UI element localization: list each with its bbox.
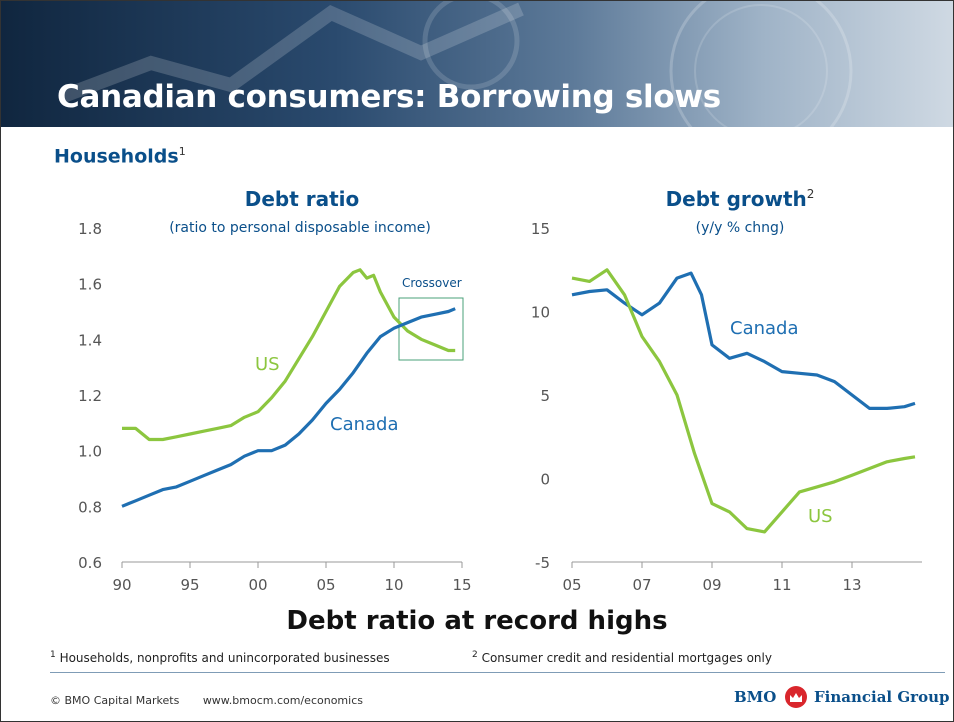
chart1-subtitle: (ratio to personal disposable income): [169, 220, 431, 236]
title-banner: Canadian consumers: Borrowing slows: [1, 1, 953, 127]
chart2-canada-label: Canada: [730, 318, 799, 339]
chart2-ytick-label: 15: [531, 220, 550, 238]
chart2-title-text: Debt growth: [666, 187, 807, 211]
chart1-canada-label: Canada: [330, 414, 399, 435]
chart1-ytick-label: 1.2: [78, 387, 102, 405]
footer-copyright: © BMO Capital Markets: [50, 694, 180, 707]
footnote-1-mark: 1: [50, 650, 56, 660]
chart1-ytick-label: 1.0: [78, 443, 102, 461]
logo-financial-group-text: Financial Group: [814, 688, 950, 706]
chart1-ytick-label: 0.8: [78, 498, 102, 516]
debt-ratio-chart: Debt ratio (ratio to personal disposable…: [78, 187, 471, 594]
chart1-ytick-label: 1.8: [78, 220, 102, 238]
chart2-ytick-label: 10: [531, 304, 550, 322]
chart1-xtick-label: 00: [248, 576, 267, 594]
chart1-xtick-label: 10: [384, 576, 403, 594]
chart1-canada-line: [121, 307, 456, 508]
banner-background-graphic: [58, 1, 853, 127]
chart2-canada-line: [571, 271, 916, 410]
bmo-roundel-icon: [785, 686, 807, 708]
footnote-1-text: Households, nonprofits and unincorporate…: [59, 651, 390, 665]
chart1-ytick-label: 1.6: [78, 276, 102, 294]
chart2-us-label: US: [808, 506, 833, 527]
slide-title: Canadian consumers: Borrowing slows: [57, 79, 721, 115]
chart2-xtick-label: 09: [702, 576, 721, 594]
footnote-2: 2 Consumer credit and residential mortga…: [472, 650, 772, 665]
chart2-xtick-label: 07: [632, 576, 651, 594]
chart2-subtitle: (y/y % chng): [696, 220, 785, 236]
headline: Debt ratio at record highs: [286, 606, 668, 636]
chart2-title-note: 2: [807, 187, 815, 201]
chart1-xtick-label: 95: [180, 576, 199, 594]
chart2-us-line: [571, 268, 916, 534]
footer: © BMO Capital Markets www.bmocm.com/econ…: [50, 694, 383, 707]
chart2-ytick-label: -5: [535, 554, 550, 572]
chart1-title: Debt ratio: [245, 187, 360, 211]
chart2-ytick-label: 5: [540, 387, 550, 405]
logo-bmo-text: BMO: [734, 688, 777, 706]
footer-url[interactable]: www.bmocm.com/economics: [202, 694, 363, 707]
crossover-box: [398, 297, 464, 361]
crossover-annotation: Crossover: [402, 276, 462, 290]
chart1-xtick-label: 05: [316, 576, 335, 594]
chart1-us-label: US: [255, 354, 280, 375]
chart2-xtick-label: 13: [842, 576, 861, 594]
chart1-xtick-label: 15: [452, 576, 471, 594]
footnote-2-text: Consumer credit and residential mortgage…: [481, 651, 772, 665]
section-subtitle-text: Households: [54, 145, 179, 168]
footer-divider: [50, 672, 945, 673]
chart2-ytick-label: 0: [540, 471, 550, 489]
section-subtitle-note: 1: [178, 145, 186, 158]
section-subtitle: Households1: [54, 145, 186, 167]
debt-growth-chart: Debt growth2 (y/y % chng) Canada US -505…: [531, 187, 922, 594]
chart1-xtick-label: 90: [112, 576, 131, 594]
chart1-ytick-label: 1.4: [78, 331, 102, 349]
chart2-xtick-label: 05: [562, 576, 581, 594]
chart1-us-line: [122, 268, 456, 442]
chart2-title: Debt growth2: [666, 187, 815, 211]
chart1-ytick-label: 0.6: [78, 554, 102, 572]
chart2-xtick-label: 11: [772, 576, 791, 594]
footnote-1: 1 Households, nonprofits and unincorpora…: [50, 650, 390, 665]
footnote-2-mark: 2: [472, 650, 478, 660]
